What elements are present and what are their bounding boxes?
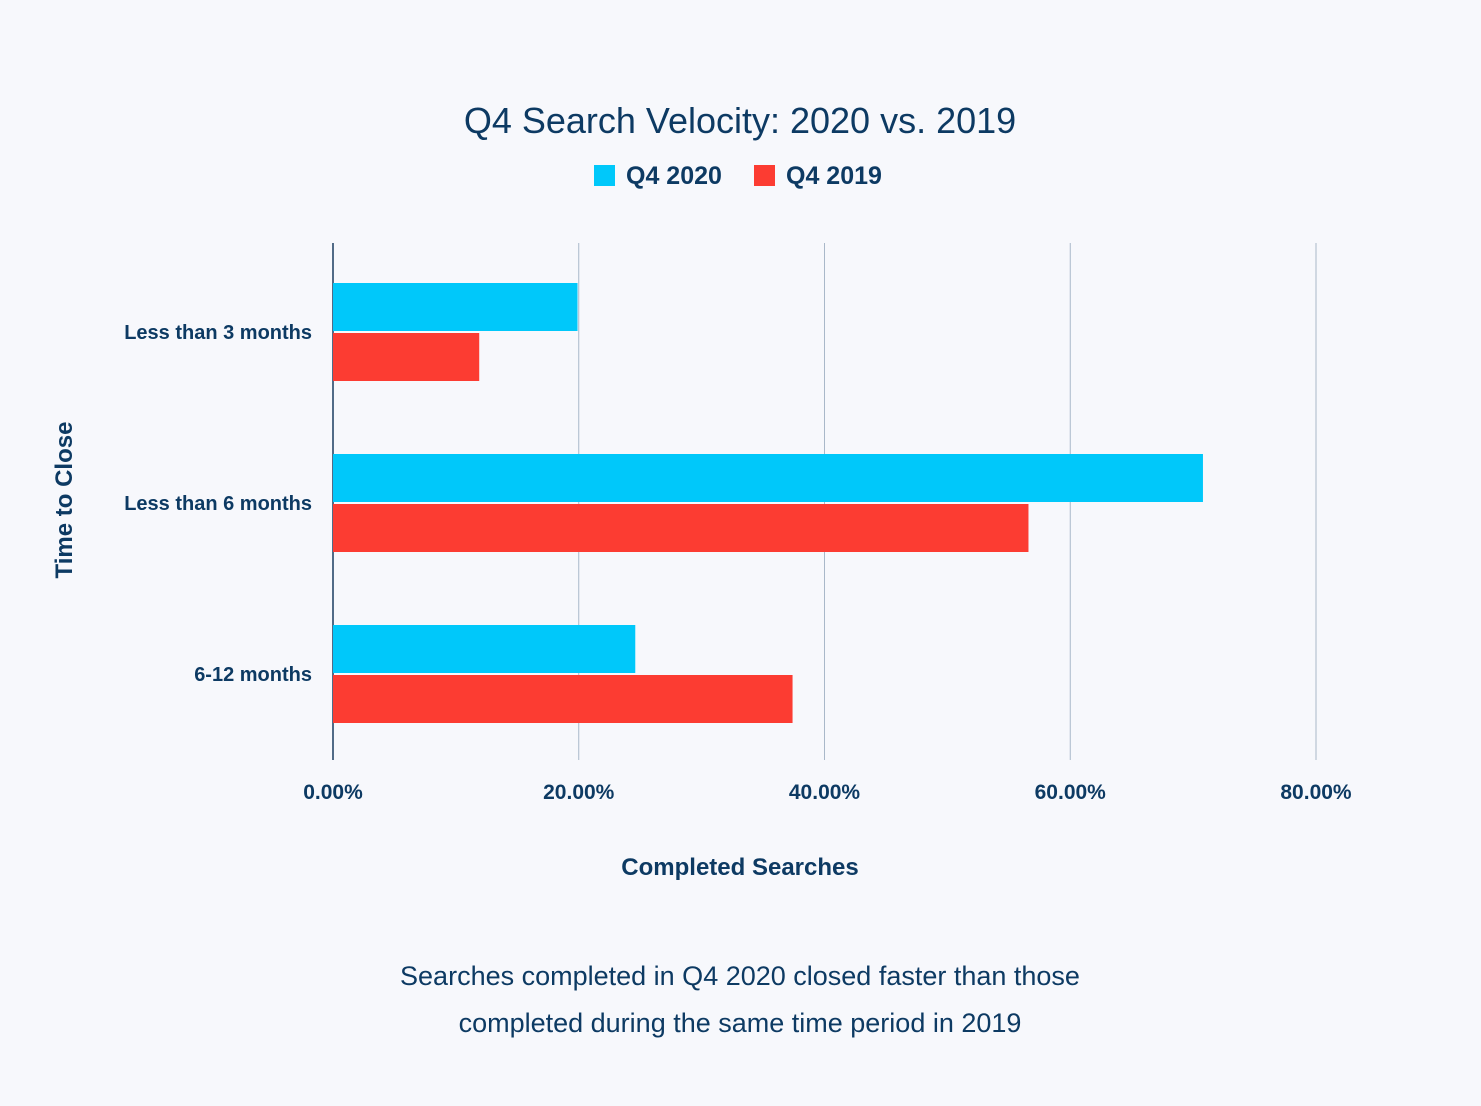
legend-label-q4-2019: Q4 2019 — [786, 162, 882, 190]
category-label: Less than 6 months — [124, 493, 312, 515]
y-axis-title: Time to Close — [51, 422, 78, 579]
bar-q4-2020 — [333, 283, 578, 331]
y-category-labels: Less than 3 months Less than 6 months 6-12… — [124, 322, 312, 686]
x-tick-label: 60.00% — [1035, 781, 1107, 804]
x-tick-label: 0.00% — [303, 781, 363, 804]
x-tick-label: 80.00% — [1280, 781, 1352, 804]
x-tick-labels: 0.00% 20.00% 40.00% 60.00% 80.00% — [303, 781, 1352, 804]
category-label: Less than 3 months — [124, 322, 312, 344]
legend-swatch-q4-2019 — [754, 165, 775, 186]
bar-q4-2020 — [333, 454, 1203, 502]
bars — [333, 283, 1203, 723]
legend: Q4 2020 Q4 2019 — [594, 162, 882, 190]
x-tick-label: 40.00% — [789, 781, 861, 804]
caption-line-1: Searches completed in Q4 2020 closed fas… — [400, 961, 1080, 991]
legend-label-q4-2020: Q4 2020 — [626, 162, 722, 190]
x-axis-title: Completed Searches — [621, 854, 858, 881]
caption: Searches completed in Q4 2020 closed fas… — [240, 953, 1240, 1047]
bar-q4-2019 — [333, 333, 480, 381]
bar-q4-2020 — [333, 625, 636, 673]
bar-q4-2019 — [333, 675, 793, 723]
x-tick-label: 20.00% — [543, 781, 615, 804]
legend-swatch-q4-2020 — [594, 165, 615, 186]
bar-q4-2019 — [333, 504, 1029, 552]
category-label: 6-12 months — [194, 664, 312, 686]
chart-title: Q4 Search Velocity: 2020 vs. 2019 — [464, 100, 1016, 141]
caption-line-2: completed during the same time period in… — [458, 1008, 1022, 1038]
